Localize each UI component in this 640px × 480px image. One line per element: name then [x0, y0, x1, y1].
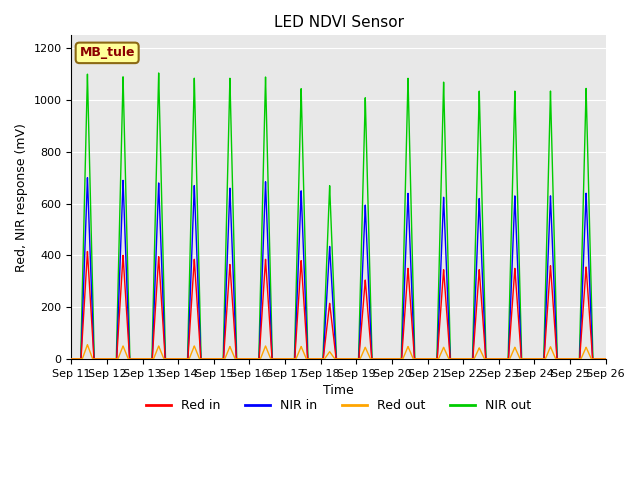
Y-axis label: Red, NIR response (mV): Red, NIR response (mV) — [15, 123, 28, 272]
Text: MB_tule: MB_tule — [79, 47, 135, 60]
X-axis label: Time: Time — [323, 384, 354, 397]
Title: LED NDVI Sensor: LED NDVI Sensor — [273, 15, 404, 30]
Legend: Red in, NIR in, Red out, NIR out: Red in, NIR in, Red out, NIR out — [141, 395, 536, 418]
